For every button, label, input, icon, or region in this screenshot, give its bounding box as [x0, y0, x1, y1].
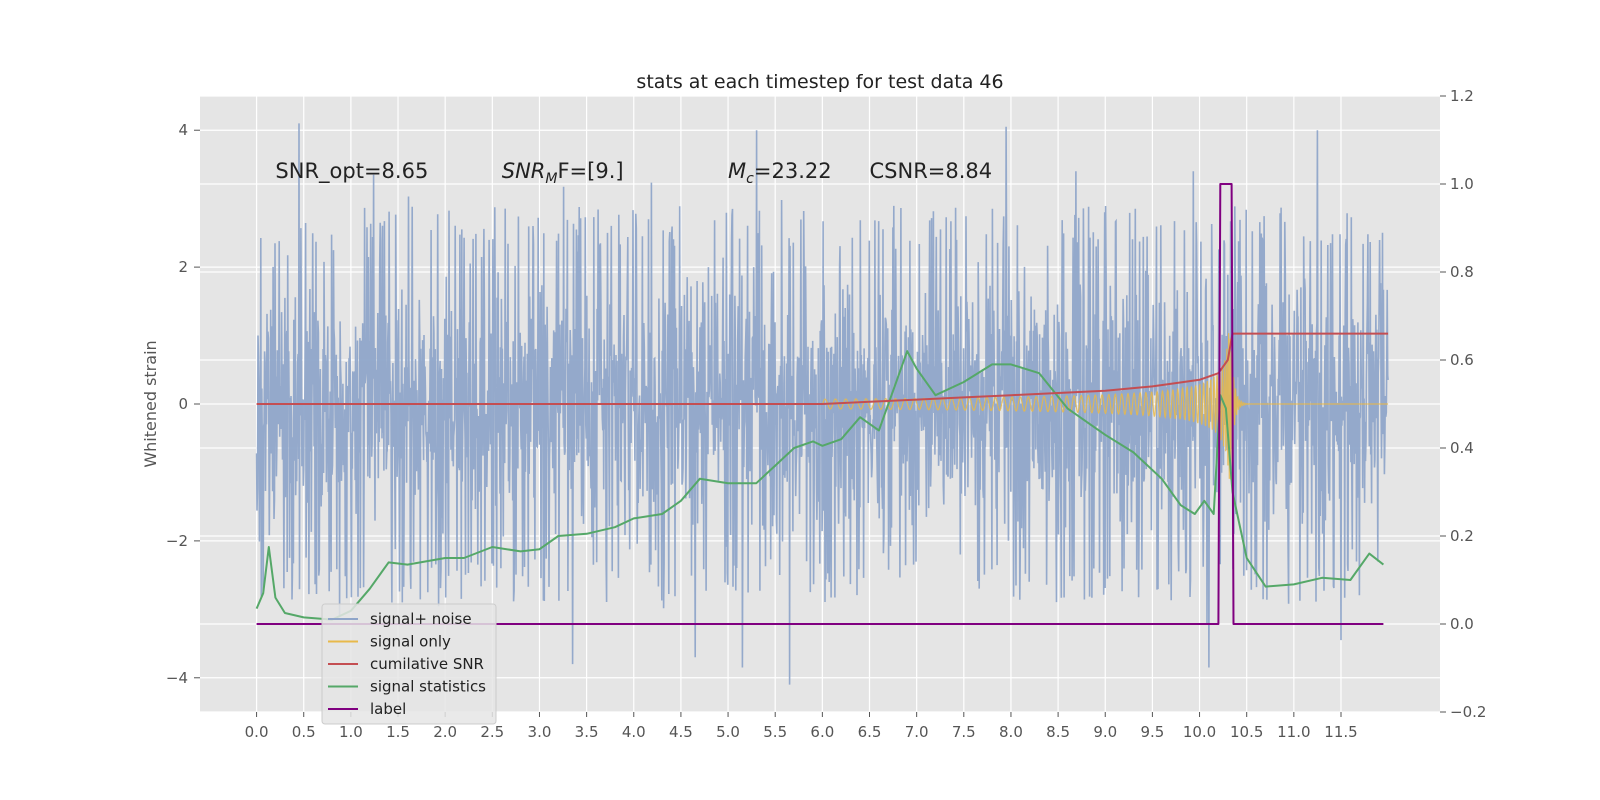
x-tick-label: 11.5 — [1324, 723, 1357, 741]
legend-label: signal statistics — [370, 678, 486, 696]
annotation-math: M — [728, 159, 746, 183]
axes: 0.0 0.5 1.0 1.5 2.0 2.5 3.0 3.5 4.0 4.5 5.0 5.5 6.0 6… — [166, 87, 1487, 741]
chart-annotation: CSNR=8.84 — [870, 159, 993, 183]
chart-annotation: Mc=23.22 — [728, 159, 832, 187]
y2-tick-label: 0.0 — [1450, 615, 1474, 633]
chart-annotation: SNR_opt=8.65 — [275, 159, 428, 184]
y2-tick-label: 0.8 — [1450, 263, 1474, 281]
y2-tick-label: 1.0 — [1450, 175, 1474, 193]
legend-label: signal only — [370, 633, 451, 651]
annotation-subscript: c — [746, 171, 754, 187]
x-tick-label: 4.0 — [622, 723, 646, 741]
series-signal-only — [821, 333, 1389, 480]
y-tick-label: 2 — [178, 258, 188, 276]
y2-tick-label: 0.4 — [1450, 439, 1474, 457]
y-tick-label: −2 — [166, 532, 188, 550]
chart-title: stats at each timestep for test data 46 — [636, 71, 1003, 93]
y2-tick-label: 0.2 — [1450, 527, 1474, 545]
y2-tick-label: 0.6 — [1450, 351, 1474, 369]
y-tick-label: 0 — [178, 395, 188, 413]
x-tick-label: 1.0 — [339, 723, 363, 741]
legend: signal+ noise signal only cumilative SNR si… — [321, 603, 497, 725]
x-tick-label: 0.5 — [292, 723, 316, 741]
x-tick-label: 3.5 — [575, 723, 599, 741]
y2-tick-label: 1.2 — [1450, 87, 1474, 105]
legend-label: label — [370, 700, 406, 718]
series-line-cumulative-snr — [256, 332, 1389, 405]
y-tick-label: −4 — [166, 669, 188, 687]
x-tick-label: 9.5 — [1140, 723, 1164, 741]
annotation-math: SNR — [502, 159, 546, 183]
x-tick-label: 2.0 — [433, 723, 457, 741]
annotation-subscript: M — [545, 171, 557, 187]
x-tick-label: 8.0 — [999, 723, 1023, 741]
y-tick-label: 4 — [178, 121, 188, 139]
legend-box — [321, 603, 497, 725]
chart-annotation: SNRMF=[9.] — [502, 159, 624, 187]
x-tick-label: 5.0 — [716, 723, 740, 741]
series-line-signal-statistics — [255, 350, 1385, 621]
series-lines — [255, 183, 1389, 625]
x-tick-label: 1.5 — [386, 723, 410, 741]
annotations: SNR_opt=8.65 SNRMF=[9.] Mc=23.22 CSNR=8.84 — [275, 159, 992, 187]
x-tick-label: 6.0 — [810, 723, 834, 741]
x-tick-label: 3.0 — [528, 723, 552, 741]
legend-label: signal+ noise — [370, 610, 472, 628]
x-tick-label: 9.0 — [1093, 723, 1117, 741]
x-tick-label: 5.5 — [763, 723, 787, 741]
y-axis-label: Whitened strain — [141, 340, 160, 467]
series-line-signal-only — [821, 333, 1389, 480]
x-tick-label: 8.5 — [1046, 723, 1070, 741]
x-tick-label: 11.0 — [1277, 723, 1310, 741]
y2-tick-label: −0.2 — [1450, 703, 1486, 721]
series-line-label — [256, 183, 1384, 625]
x-tick-label: 10.5 — [1230, 723, 1263, 741]
x-tick-label: 2.5 — [480, 723, 504, 741]
x-tick-label: 10.0 — [1183, 723, 1216, 741]
legend-label: cumilative SNR — [370, 655, 484, 673]
annotation-value: F=[9.] — [557, 159, 623, 183]
x-tick-label: 7.0 — [905, 723, 929, 741]
annotation-value: =23.22 — [754, 159, 832, 183]
x-tick-label: 0.0 — [245, 723, 269, 741]
x-tick-label: 4.5 — [669, 723, 693, 741]
x-tick-label: 7.5 — [952, 723, 976, 741]
x-tick-label: 6.5 — [858, 723, 882, 741]
